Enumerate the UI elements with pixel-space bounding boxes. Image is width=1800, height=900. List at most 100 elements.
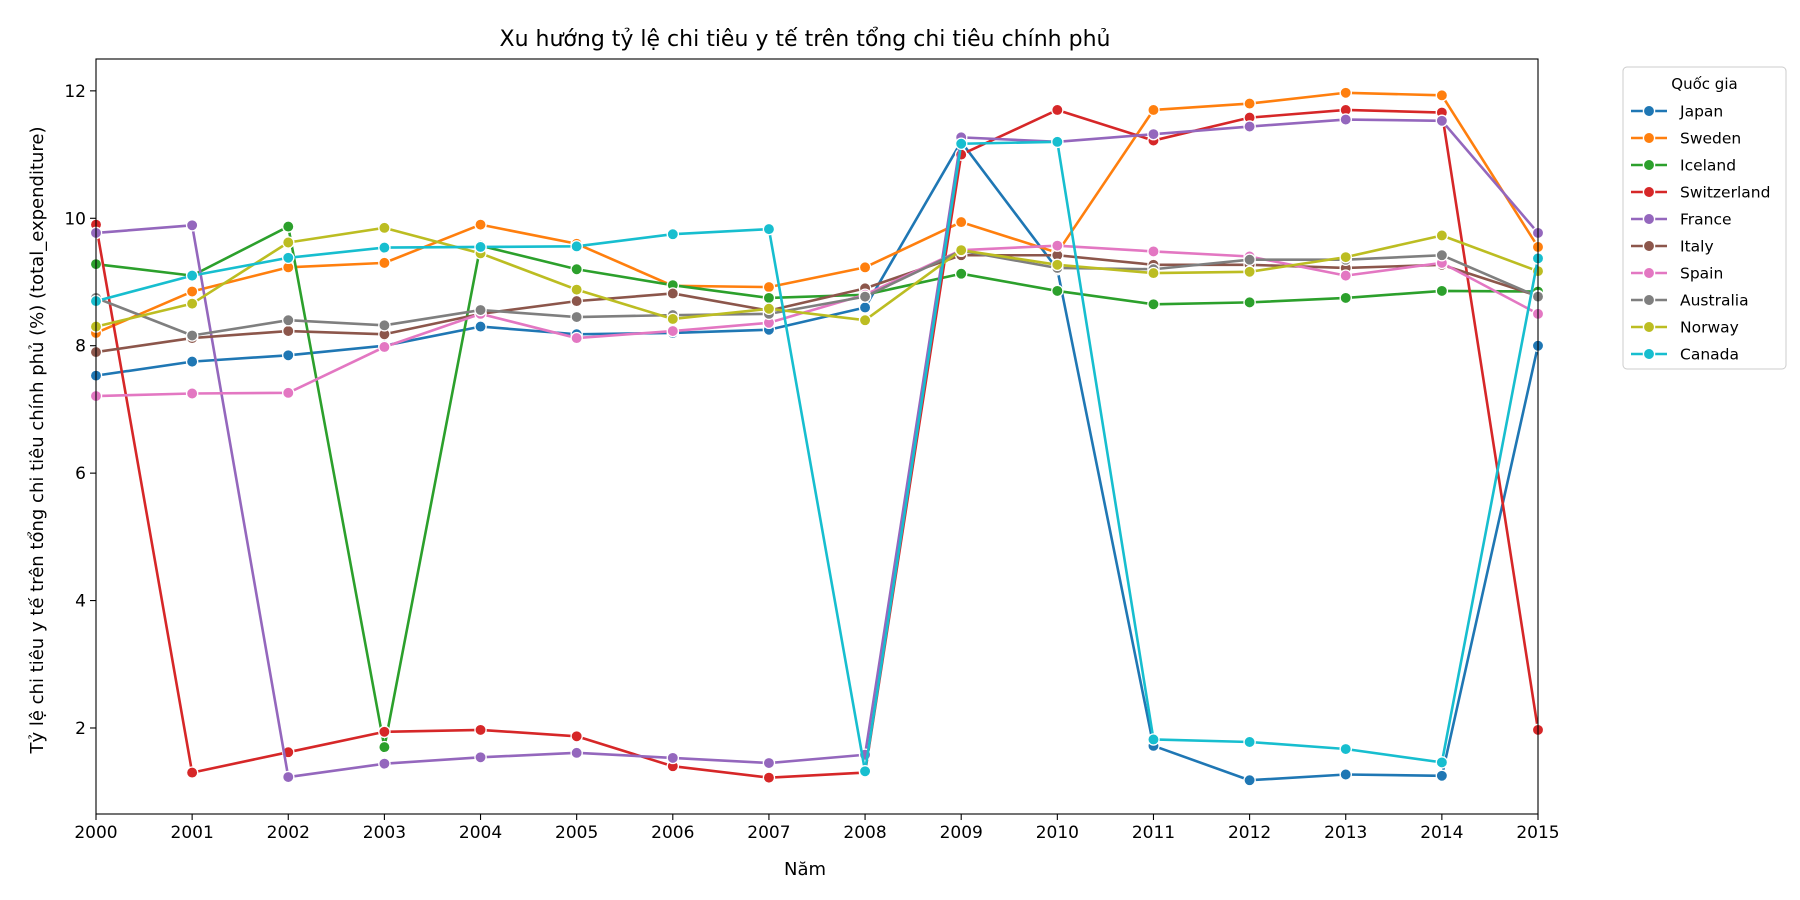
data-point [858,765,872,778]
series-line [94,108,1540,779]
legend-item-switzerland: Switzerland [1631,184,1770,202]
axes: 2000 2001 2002 2003 2004 2005 2006 2007 2008 2009… [64,58,1560,843]
series-line [94,244,1540,398]
data-point [185,387,199,400]
x-tick-label: 2008 [843,823,886,843]
data-point [666,227,680,241]
data-point [1051,103,1064,117]
data-point [858,313,872,327]
data-point [378,241,391,254]
data-point [762,302,776,316]
legend-label: Spain [1680,265,1723,283]
data-point [570,310,583,324]
data-point [282,220,295,233]
data-point [666,287,680,300]
data-point [1147,245,1160,258]
data-point [858,261,872,274]
x-tick-label: 2012 [1228,823,1271,843]
legend: Quốc gia Japan Sweden Iceland Switzerland Fra… [1622,66,1787,370]
data-point [570,331,583,345]
y-tick-label: 2 [75,719,86,739]
legend-marker [1642,185,1656,199]
legend-item-canada: Canada [1631,346,1739,364]
data-point [1435,769,1449,783]
legend-label: Switzerland [1680,184,1770,202]
data-point [378,221,391,235]
x-tick-label: 2007 [747,823,790,843]
y-tick-label: 10 [64,209,86,229]
x-tick-label: 2004 [459,823,502,843]
x-tick-label: 2014 [1420,823,1463,843]
data-point [474,240,487,254]
data-point [666,751,680,765]
series-canada [89,135,1545,778]
series-line [94,226,1540,328]
data-point [954,137,968,150]
x-tick-label: 2013 [1324,823,1367,843]
data-point [762,222,776,236]
data-point [1339,742,1352,756]
legend-item-spain: Spain [1631,265,1723,283]
data-point [666,324,680,338]
data-point [1243,773,1256,787]
data-point [1339,86,1352,100]
data-point [1435,284,1449,298]
plot-area [89,59,1545,814]
series-line [94,249,1540,337]
legend-marker [1642,293,1656,307]
data-point [1051,258,1064,272]
legend-marker [1642,239,1656,253]
legend-label: Japan [1679,103,1723,121]
data-point [474,723,487,737]
y-tick-label: 4 [75,592,86,612]
axes-frame [95,58,1539,815]
x-tick-label: 2006 [651,823,694,843]
data-point [1243,296,1256,309]
data-point [185,219,199,232]
data-point [1147,298,1160,311]
legend-box [1622,66,1787,370]
data-point [185,329,199,342]
data-point [185,269,199,282]
data-point [1147,127,1160,141]
legend-marker [1642,104,1656,118]
data-point [378,319,391,332]
data-point [378,725,391,739]
y-axis-label: Tỷ lệ chi tiêu y tế trên tổng chi tiêu c… [27,126,48,754]
data-point [858,301,872,314]
series-norway [89,221,1545,333]
series-line [94,91,1540,335]
x-tick-label: 2003 [363,823,406,843]
data-point [474,320,487,333]
legend-item-japan: Japan [1631,103,1723,121]
data-point [282,236,295,249]
data-point [378,340,391,354]
data-point [1339,269,1352,282]
data-point [1243,120,1256,133]
legend-item-italy: Italy [1631,238,1714,256]
legend-marker [1642,347,1656,361]
data-point [954,243,968,257]
data-point [282,313,295,327]
legend-marker [1642,320,1656,334]
plot-background [96,59,1538,814]
legend-item-france: France [1631,211,1732,229]
data-point [570,730,583,743]
data-point [1051,135,1064,149]
legend-item-australia: Australia [1631,292,1749,310]
data-point [570,283,583,296]
legend-item-sweden: Sweden [1631,130,1741,148]
x-tick-label: 2002 [267,823,310,843]
x-axis-label: Năm [784,859,826,880]
data-point [858,290,872,303]
data-point [474,303,487,317]
legend-label: Canada [1680,346,1739,364]
x-tick-label: 2001 [171,823,214,843]
series-line [94,225,1540,749]
legend-marker [1642,131,1656,145]
data-point [1147,733,1160,746]
data-point [378,740,391,754]
data-point [1243,735,1256,749]
series-line [94,140,1540,773]
